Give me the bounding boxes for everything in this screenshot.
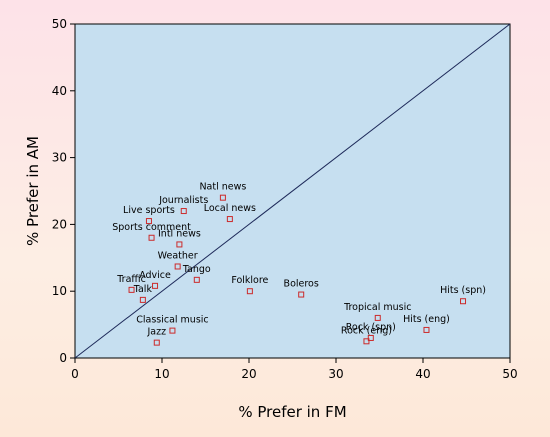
data-point-marker <box>145 218 152 225</box>
data-point-label: Live sports <box>123 205 175 216</box>
data-point-marker <box>139 296 146 303</box>
data-point-label: Classical music <box>136 315 208 326</box>
y-tick-label: 40 <box>52 84 67 98</box>
data-point-label: Hits (spn) <box>440 285 486 296</box>
x-tick-label: 20 <box>241 367 256 381</box>
data-point-label: Weather <box>158 250 198 261</box>
data-point-marker <box>367 334 374 341</box>
data-point-marker <box>180 208 187 215</box>
data-point-marker <box>152 282 159 289</box>
x-axis-title: % Prefer in FM <box>238 403 346 421</box>
data-point-marker <box>153 339 160 346</box>
y-tick-label: 0 <box>59 351 67 365</box>
data-point-marker <box>423 326 430 333</box>
data-point-label: Local news <box>204 203 256 214</box>
data-point-marker <box>169 327 176 334</box>
y-axis-title: % Prefer in AM <box>24 136 42 246</box>
data-point-label: Traffic <box>116 274 146 285</box>
x-tick-label: 30 <box>328 367 343 381</box>
data-point-marker <box>374 314 381 321</box>
x-tick-label: 10 <box>154 367 169 381</box>
data-point-marker <box>219 194 226 201</box>
data-point-label: Hits (eng) <box>403 314 450 325</box>
data-point-label: Talk <box>133 284 153 295</box>
reference-diagonal-line <box>74 23 511 359</box>
data-point-label: Folklore <box>231 275 268 286</box>
data-point-marker <box>193 276 200 283</box>
axes: 0 10 20 30 40 50 0 10 20 30 40 50 <box>52 17 518 381</box>
data-point-label: Boleros <box>284 279 319 290</box>
x-tick-label: 0 <box>71 367 79 381</box>
data-point-marker <box>128 286 135 293</box>
data-point-marker <box>298 291 305 298</box>
data-point-label: Jazz <box>146 327 166 338</box>
y-tick-label: 50 <box>52 17 67 31</box>
y-tick-label: 30 <box>52 151 67 165</box>
data-point-label: Sports comment <box>112 222 191 233</box>
data-point-label: Rock (eng) <box>341 325 392 336</box>
data-point-marker <box>176 241 183 248</box>
data-point-marker <box>174 263 181 270</box>
data-point-marker <box>226 216 233 223</box>
data-point-marker <box>148 234 155 241</box>
data-point-label: Intl news <box>158 228 201 239</box>
data-point-label: Natl news <box>199 182 246 193</box>
y-tick-label: 20 <box>52 217 67 231</box>
data-point-label: Rock (spn) <box>346 322 396 333</box>
data-point-marker <box>460 298 467 305</box>
x-tick-label: 50 <box>502 367 517 381</box>
data-point-marker <box>363 338 370 345</box>
data-point-label: Tropical music <box>343 302 411 313</box>
data-point-label: Advice <box>139 270 171 281</box>
x-tick-label: 40 <box>415 367 430 381</box>
data-point-label: Journalists <box>158 195 208 206</box>
y-tick-label: 10 <box>52 284 67 298</box>
data-point-marker <box>246 288 253 295</box>
data-point-label: Tango <box>182 264 211 275</box>
